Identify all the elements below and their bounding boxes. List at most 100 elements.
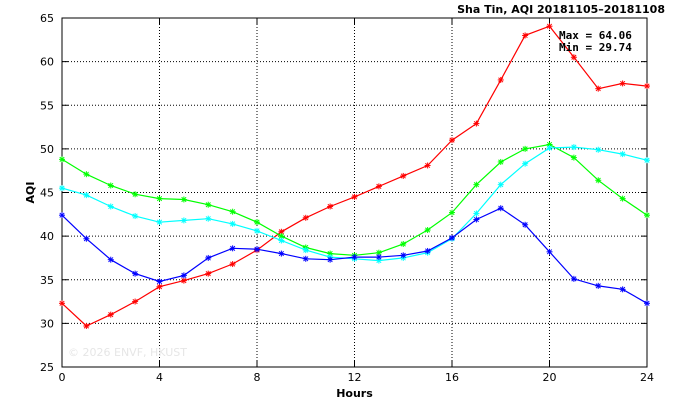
x-tick-label: 4: [156, 371, 163, 384]
x-axis-label: Hours: [336, 387, 373, 400]
y-tick-label: 35: [40, 274, 54, 287]
data-point: [83, 235, 90, 242]
data-point: [132, 191, 139, 198]
data-point: [254, 219, 260, 226]
y-tick-label: 65: [40, 12, 54, 25]
data-point: [595, 177, 602, 184]
data-point: [570, 54, 577, 61]
data-point: [473, 216, 480, 223]
y-tick-label: 40: [40, 230, 54, 243]
watermark: © 2026 ENVF, HKUST: [68, 346, 187, 359]
data-point: [205, 215, 212, 222]
data-point: [595, 85, 602, 92]
data-point: [156, 195, 163, 202]
data-point: [375, 254, 382, 261]
x-tick-label: 24: [640, 371, 654, 384]
data-point: [205, 254, 212, 261]
y-tick-label: 50: [40, 143, 54, 156]
data-point: [619, 286, 626, 293]
data-point: [644, 212, 650, 219]
data-point: [180, 196, 187, 203]
data-point: [229, 261, 236, 268]
series-lines: [59, 23, 650, 329]
data-point: [302, 214, 309, 221]
x-tick-label: 12: [348, 371, 362, 384]
data-point: [254, 227, 260, 234]
data-point: [644, 83, 650, 90]
y-tick-label: 30: [40, 317, 54, 330]
data-point: [449, 234, 455, 241]
axis-ticks: 0 4 8 12 16 20 24 25 30 35 40 45 50 55 60 65: [40, 12, 654, 384]
x-tick-label: 8: [254, 371, 261, 384]
data-point: [424, 247, 431, 254]
data-point: [83, 192, 90, 199]
data-point: [473, 120, 480, 127]
data-point: [302, 247, 309, 254]
data-point: [180, 272, 187, 279]
data-point: [644, 300, 650, 307]
data-point: [400, 172, 407, 179]
data-point: [132, 213, 139, 220]
data-point: [132, 270, 139, 277]
data-point: [205, 201, 212, 208]
data-point: [107, 203, 114, 210]
data-point: [400, 240, 407, 247]
data-point: [449, 209, 455, 216]
data-point: [570, 154, 577, 161]
data-point: [473, 210, 480, 217]
data-point: [497, 205, 504, 212]
x-tick-label: 0: [59, 371, 66, 384]
data-point: [229, 220, 236, 227]
data-point: [351, 193, 358, 200]
series-line-2: [61, 143, 648, 256]
data-point: [83, 171, 90, 178]
data-point: [180, 277, 187, 284]
data-point: [546, 23, 553, 30]
data-point: [229, 208, 236, 215]
data-point: [59, 300, 65, 307]
data-point: [107, 182, 114, 189]
data-point: [132, 298, 139, 305]
data-point: [424, 227, 431, 234]
grid-lines: [62, 18, 647, 367]
data-point: [473, 181, 480, 188]
y-axis-label: AQI: [24, 182, 37, 204]
min-annotation: Min = 29.74: [559, 41, 632, 54]
data-point: [619, 80, 626, 87]
data-point: [497, 158, 504, 165]
data-point: [522, 32, 529, 39]
data-point: [497, 181, 504, 188]
data-point: [546, 248, 553, 255]
data-point: [400, 252, 407, 259]
data-point: [351, 254, 358, 261]
y-tick-label: 25: [40, 361, 54, 374]
data-point: [595, 282, 602, 289]
y-tick-label: 45: [40, 187, 54, 200]
y-tick-label: 55: [40, 99, 54, 112]
data-point: [619, 195, 626, 202]
data-point: [570, 144, 577, 151]
data-point: [327, 256, 334, 263]
max-annotation: Max = 64.06: [559, 29, 632, 42]
data-point: [375, 183, 382, 190]
data-point: [205, 270, 212, 277]
data-point: [522, 221, 529, 228]
data-point: [449, 137, 455, 144]
data-point: [156, 278, 163, 285]
data-point: [278, 237, 285, 244]
y-tick-label: 60: [40, 56, 54, 69]
data-point: [59, 212, 65, 219]
data-point: [254, 246, 260, 253]
data-point: [302, 255, 309, 262]
data-point: [644, 157, 650, 164]
data-point: [83, 322, 90, 329]
data-point: [546, 145, 553, 152]
data-point: [278, 233, 285, 240]
data-point: [229, 245, 236, 252]
series-line-1: [61, 25, 648, 327]
data-point: [570, 275, 577, 282]
data-point: [424, 162, 431, 169]
chart-title: Sha Tin, AQI 20181105–20181108: [457, 3, 665, 16]
x-tick-label: 20: [543, 371, 557, 384]
